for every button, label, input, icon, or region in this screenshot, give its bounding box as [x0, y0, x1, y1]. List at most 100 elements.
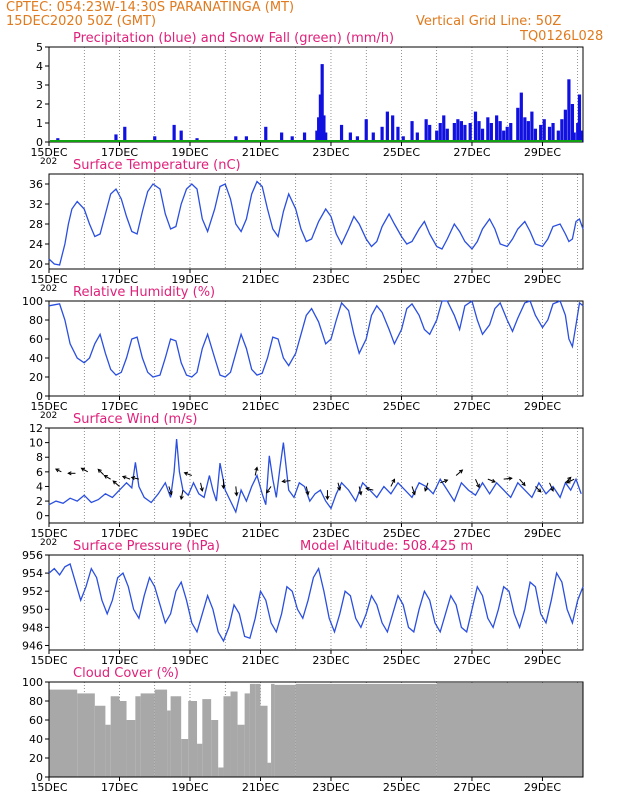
- pressure-series-line: [48, 563, 584, 643]
- wind-vector-shaft: [365, 487, 374, 491]
- x-tick-label: 15DEC: [30, 781, 67, 794]
- x-tick-label: 29DEC: [524, 400, 561, 413]
- wind-vector-head: [537, 488, 542, 493]
- wind-vector: [455, 469, 464, 476]
- x-tick-label: 15DEC: [30, 400, 67, 413]
- precip-bar: [576, 123, 580, 142]
- wind-vector: [234, 486, 239, 497]
- x-tick-label: 27DEC: [453, 400, 490, 413]
- rh-series-line: [48, 299, 584, 378]
- panel-title: Relative Humidity (%): [73, 285, 215, 300]
- cloud-bar: [77, 693, 95, 777]
- wind-vector-head: [337, 486, 342, 492]
- cloud-bar: [255, 683, 261, 777]
- precip-bar: [264, 126, 268, 142]
- wind-series-line: [48, 438, 582, 514]
- x-tick-label: 23DEC: [312, 146, 349, 159]
- precip-bar: [355, 136, 360, 142]
- precip-bar: [468, 123, 472, 142]
- panel-title: Surface Temperature (nC): [73, 158, 241, 173]
- wind-vector: [390, 478, 396, 487]
- precip-bar: [551, 123, 555, 142]
- precip-bar: [438, 123, 442, 142]
- x-tick-label: 19DEC: [171, 527, 208, 540]
- precip-bar: [315, 130, 319, 142]
- precip-bar: [320, 64, 324, 142]
- x-tick-label: 27DEC: [453, 654, 490, 667]
- wind-vector-shaft: [535, 486, 542, 493]
- wind-vector: [519, 478, 526, 487]
- x-tick-label: 17DEC: [101, 781, 138, 794]
- precip-bar: [480, 128, 485, 142]
- wind-vector: [411, 486, 416, 496]
- y-tick-label: 28: [29, 218, 43, 231]
- precip-bar: [495, 115, 499, 142]
- x-tick-label: 21DEC: [242, 273, 279, 286]
- wind-vector-head: [103, 475, 108, 479]
- wind-vector-shaft: [549, 482, 554, 492]
- wind-vector-shaft: [282, 480, 291, 483]
- wind-vector-shaft: [503, 477, 512, 480]
- wind-vector-shaft: [180, 490, 184, 500]
- precip-bar: [542, 119, 546, 142]
- precip-bar: [556, 130, 560, 142]
- wind-vector: [179, 490, 184, 501]
- precip-bar: [533, 128, 538, 142]
- y-tick-label: 2: [36, 98, 43, 111]
- precip-bar: [445, 128, 449, 142]
- wind-vector-shaft: [487, 478, 496, 483]
- cloud-bar: [167, 710, 171, 777]
- precip-bar: [456, 119, 460, 142]
- x-tick-label: 23DEC: [312, 781, 349, 794]
- x-tick-label: 27DEC: [453, 273, 490, 286]
- wind-vector: [535, 486, 542, 493]
- cloud-bar: [436, 682, 583, 777]
- y-tick-label: 8: [36, 451, 43, 464]
- wind-vector: [183, 471, 192, 476]
- y-tick-label: 0: [36, 510, 43, 523]
- panel-precip: Precipitation (blue) and Snow Fall (gree…: [30, 31, 584, 167]
- wind-vector-head: [254, 466, 259, 471]
- cloud-bar: [197, 743, 203, 777]
- wind-vector: [365, 486, 374, 492]
- x-tick-label: 17DEC: [101, 400, 138, 413]
- x-tick-label: 19DEC: [171, 400, 208, 413]
- wind-vector-head: [411, 491, 416, 496]
- y-tick-label: 6: [36, 466, 43, 479]
- wind-vector: [265, 486, 272, 494]
- precip-bar: [428, 124, 432, 142]
- y-tick-label: 952: [22, 585, 43, 598]
- y-tick-label: 0: [36, 136, 43, 149]
- precip-bar: [567, 79, 571, 142]
- precip-bar: [401, 136, 405, 142]
- wind-vector-head: [179, 495, 184, 501]
- wind-vector: [199, 482, 204, 492]
- precip-bar: [123, 126, 127, 142]
- cloud-bar: [267, 762, 272, 777]
- year-label-cut: 202: [40, 538, 57, 548]
- y-tick-label: 80: [29, 695, 43, 708]
- wind-vector-shaft: [566, 478, 575, 484]
- wind-vector-shaft: [122, 475, 131, 480]
- wind-vector-head: [521, 481, 526, 487]
- x-tick-label: 19DEC: [171, 781, 208, 794]
- precip-bar: [435, 130, 439, 142]
- x-tick-label: 23DEC: [312, 654, 349, 667]
- panel-frame: [48, 427, 584, 524]
- x-tick-label: 17DEC: [101, 654, 138, 667]
- x-tick-label: 21DEC: [242, 781, 279, 794]
- x-tick-label: 19DEC: [171, 273, 208, 286]
- cloud-bar: [188, 701, 198, 777]
- product-code-label: TQ0126L028: [520, 29, 604, 44]
- year-label-cut: 202: [40, 284, 57, 294]
- cloud-bar: [105, 724, 111, 777]
- wind-vector: [130, 475, 140, 481]
- wind-vector-shaft: [266, 486, 272, 494]
- precip-bar: [452, 123, 456, 142]
- run-time-label: 15DEC2020 50Z (GMT): [6, 14, 157, 29]
- precip-bar: [385, 111, 389, 142]
- wind-vector-head: [424, 487, 429, 492]
- wind-vector-head: [476, 483, 480, 489]
- wind-vector: [55, 468, 62, 473]
- x-tick-label: 29DEC: [524, 781, 561, 794]
